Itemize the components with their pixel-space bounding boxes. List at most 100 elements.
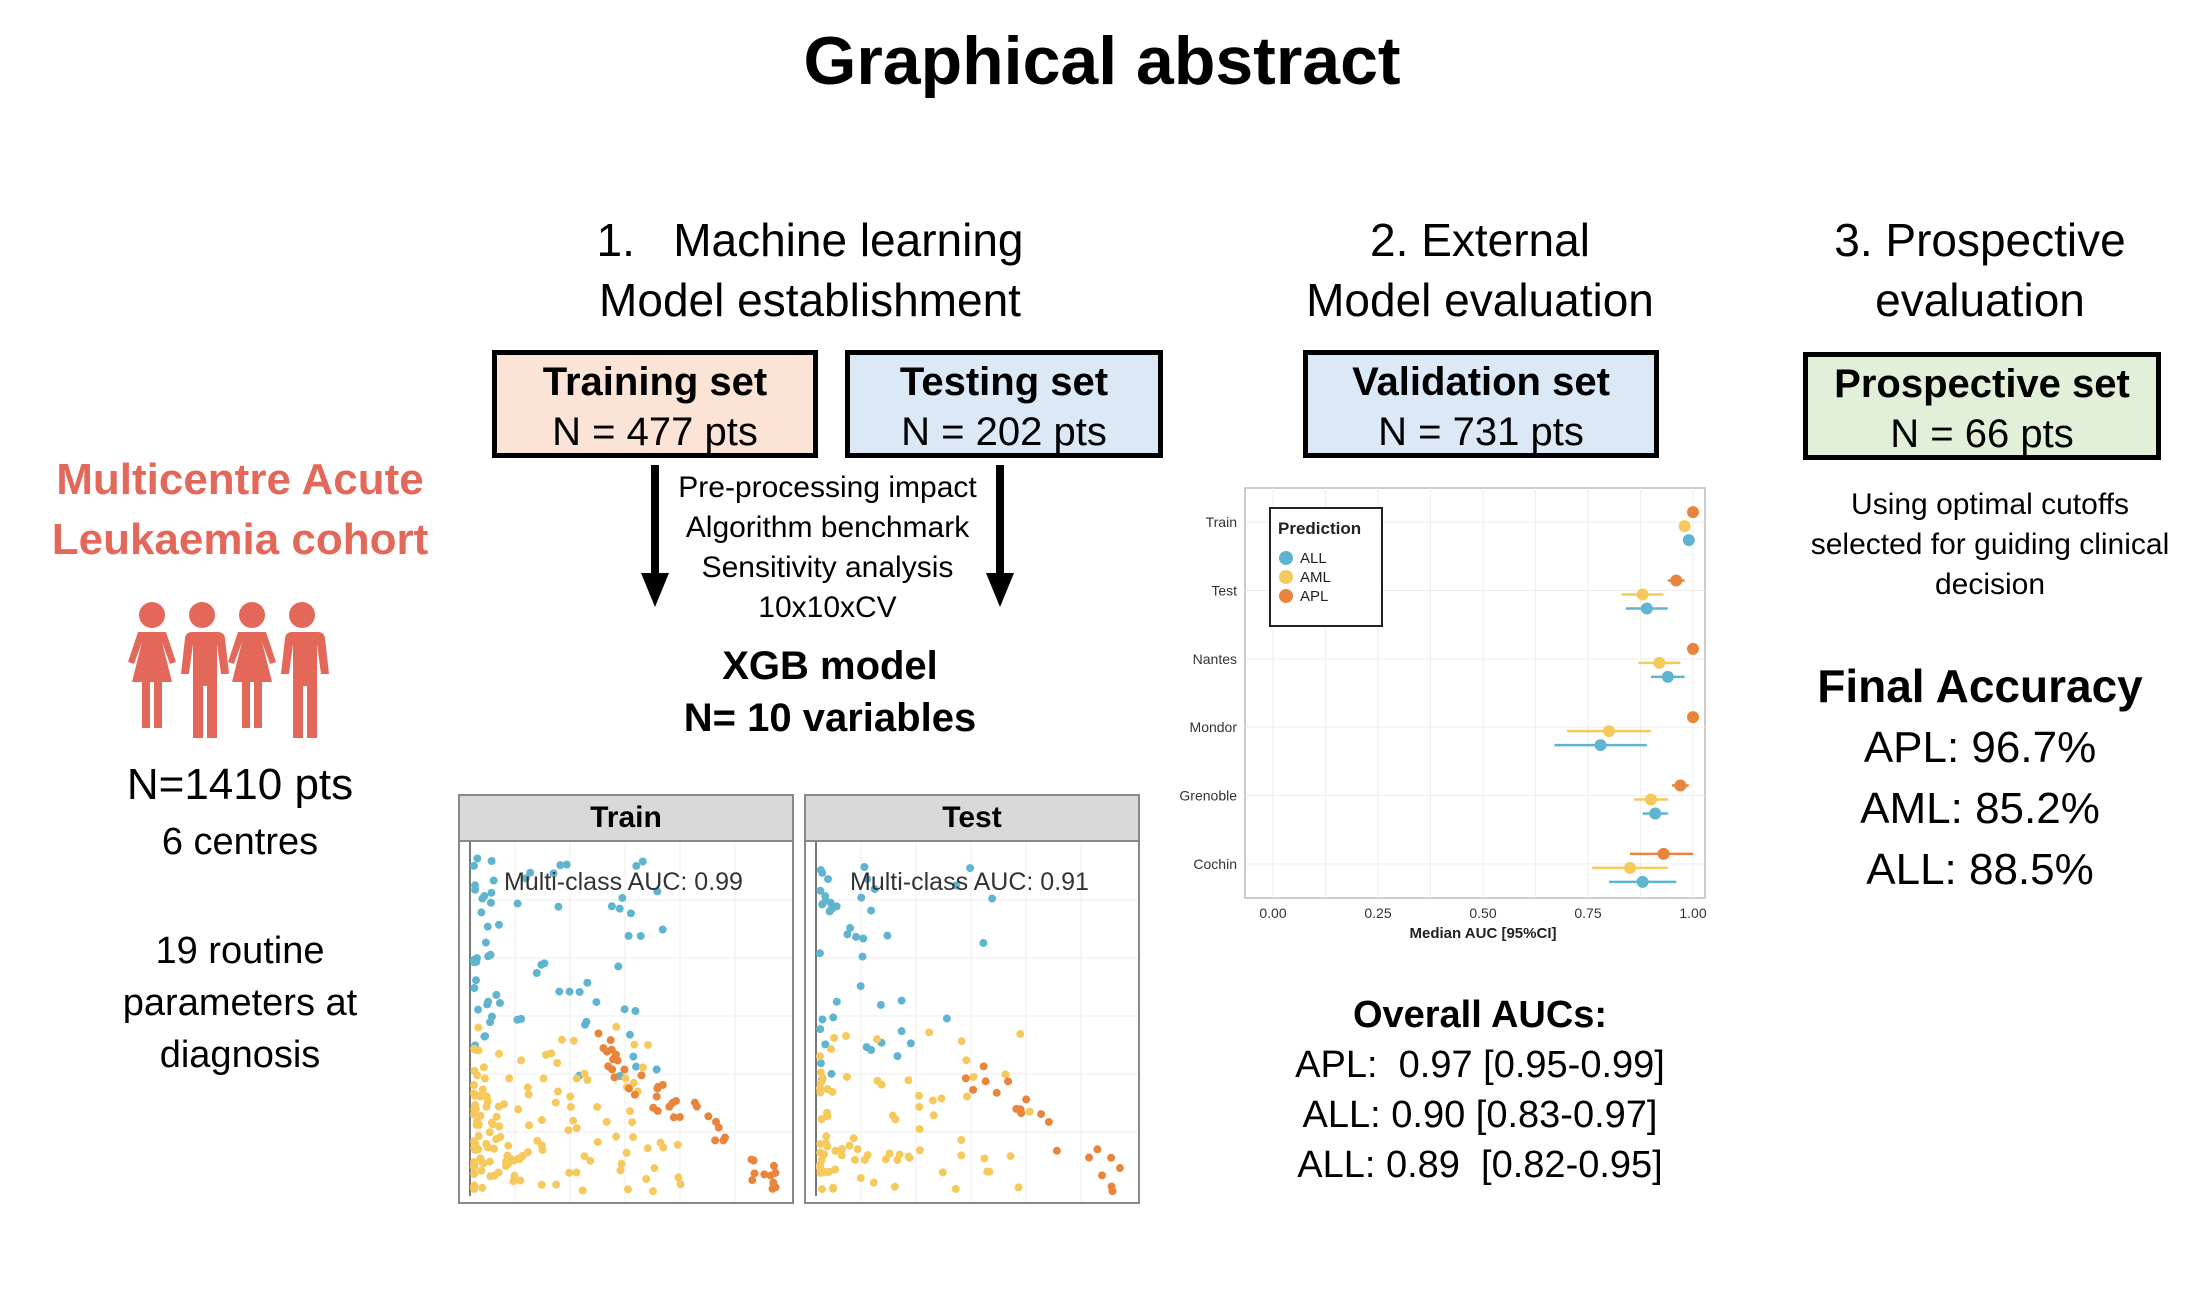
scatter-point-aml: [962, 1092, 971, 1101]
scatter-point-aml: [612, 1022, 621, 1031]
scatter-point-all: [486, 898, 495, 907]
scatter-point-aml: [510, 1171, 519, 1180]
legend-marker-apl: [1279, 589, 1293, 603]
model-variables: N= 10 variables: [683, 696, 977, 740]
scatter-point-aml: [470, 1182, 479, 1191]
scatter-point-aml: [470, 1137, 479, 1146]
scatter-point-aml: [980, 1154, 989, 1163]
scatter-point-all: [618, 893, 627, 902]
scatter-point-aml: [629, 1078, 638, 1087]
scatter-point-aml: [625, 1107, 634, 1116]
scatter-point-all: [942, 1014, 951, 1023]
scatter-point-all: [906, 1039, 915, 1048]
cohort-title-line2: Leukaemia cohort: [51, 515, 429, 564]
y-tick-label: Nantes: [1193, 651, 1237, 667]
scatter-point-all: [816, 1025, 825, 1034]
point-apl: [1657, 847, 1670, 860]
x-tick-label: 0.75: [1574, 905, 1601, 921]
scatter-point-apl: [637, 1071, 646, 1080]
scatter-point-aml: [629, 1133, 638, 1142]
process-steps: Pre-processing impact Algorithm benchmar…: [670, 468, 985, 628]
scatter-point-apl: [594, 1029, 603, 1038]
scatter-point-all: [843, 930, 852, 939]
point-aml: [1653, 656, 1666, 669]
prospective-set-label: Prospective set: [1834, 362, 2130, 406]
scatter-point-aml: [821, 1139, 830, 1148]
legend-label-all: ALL: [1300, 550, 1327, 567]
train-scatter-plot: [469, 842, 792, 1202]
scatter-point-all: [827, 1069, 836, 1078]
scatter-point-aml: [492, 1112, 501, 1121]
section3-header: 3. Prospective evaluation: [1760, 210, 2200, 330]
scatter-point-aml: [473, 1071, 482, 1080]
training-set-n: N = 477 pts: [552, 410, 758, 454]
scatter-point-all: [615, 904, 624, 913]
scatter-point-apl: [692, 1102, 701, 1111]
scatter-point-aml: [572, 1124, 581, 1133]
scatter-point-aml: [841, 1032, 850, 1041]
scatter-point-aml: [564, 1126, 573, 1135]
scatter-point-aml: [503, 1151, 512, 1160]
scatter-point-all: [852, 932, 861, 941]
point-all: [1594, 739, 1607, 752]
scatter-point-aml: [538, 1145, 547, 1154]
model-description: XGB model N= 10 variables: [620, 640, 1040, 744]
validation-set-n: N = 731 pts: [1378, 410, 1584, 454]
scatter-point-aml: [553, 1058, 562, 1067]
scatter-point-aml: [485, 1157, 494, 1166]
scatter-point-all: [858, 952, 867, 961]
scatter-point-aml: [937, 1094, 946, 1103]
test-scatter-plot: [815, 842, 1138, 1202]
scatter-point-apl: [712, 1117, 721, 1126]
scatter-point-all: [658, 925, 667, 934]
legend-marker-aml: [1279, 570, 1293, 584]
final-accuracy: Final Accuracy APL: 96.7% AML: 85.2% ALL…: [1760, 655, 2200, 900]
scatter-point-aml: [474, 1023, 483, 1032]
note-line1: Using optimal cutoffs: [1851, 488, 2129, 521]
scatter-point-aml: [628, 1118, 637, 1127]
scatter-point-aml: [648, 1187, 657, 1196]
scatter-point-aml: [817, 1115, 826, 1124]
scatter-point-all: [632, 861, 641, 870]
scatter-point-aml: [572, 1168, 581, 1177]
y-tick-label: Train: [1206, 514, 1237, 530]
scatter-point-aml: [962, 1056, 971, 1065]
scatter-point-all: [471, 976, 480, 985]
scatter-point-aml: [881, 1155, 890, 1164]
prospective-set-n: N = 66 pts: [1890, 412, 2074, 456]
scatter-point-apl: [653, 1106, 662, 1115]
scatter-point-all: [846, 923, 855, 932]
scatter-point-aml: [816, 1052, 825, 1061]
scatter-point-aml: [566, 1092, 575, 1101]
train-auc-label: Multi-class AUC: 0.99: [504, 868, 743, 896]
scatter-point-all: [532, 968, 541, 977]
scatter-point-aml: [957, 1136, 966, 1145]
scatter-point-aml: [969, 1072, 978, 1081]
scatter-point-aml: [572, 1074, 581, 1083]
point-apl: [1687, 711, 1699, 724]
scatter-point-all: [870, 884, 879, 893]
train-panel-strip: Train: [460, 796, 792, 842]
step-2: Algorithm benchmark: [685, 511, 970, 544]
scatter-point-apl: [961, 1074, 970, 1083]
scatter-point-aml: [1014, 1183, 1023, 1192]
scatter-point-all: [562, 860, 571, 869]
scatter-point-all: [473, 854, 482, 863]
scatter-point-apl: [748, 1176, 757, 1185]
x-tick-label: 0.25: [1364, 905, 1391, 921]
scatter-point-all: [988, 894, 997, 903]
scatter-point-aml: [580, 1069, 589, 1078]
scatter-point-aml: [471, 1045, 480, 1054]
scatter-point-all: [486, 950, 495, 959]
scatter-point-aml: [482, 1102, 491, 1111]
scatter-point-aml: [617, 1159, 626, 1168]
scatter-point-aml: [586, 1156, 595, 1165]
scatter-point-aml: [850, 1155, 859, 1164]
point-all: [1636, 875, 1649, 888]
scatter-point-aml: [501, 1162, 510, 1171]
scatter-point-apl: [652, 1092, 661, 1101]
scatter-point-aml: [915, 1102, 924, 1111]
scatter-point-apl: [1022, 1095, 1031, 1104]
scatter-point-aml: [479, 1063, 488, 1072]
point-all: [1649, 807, 1662, 820]
